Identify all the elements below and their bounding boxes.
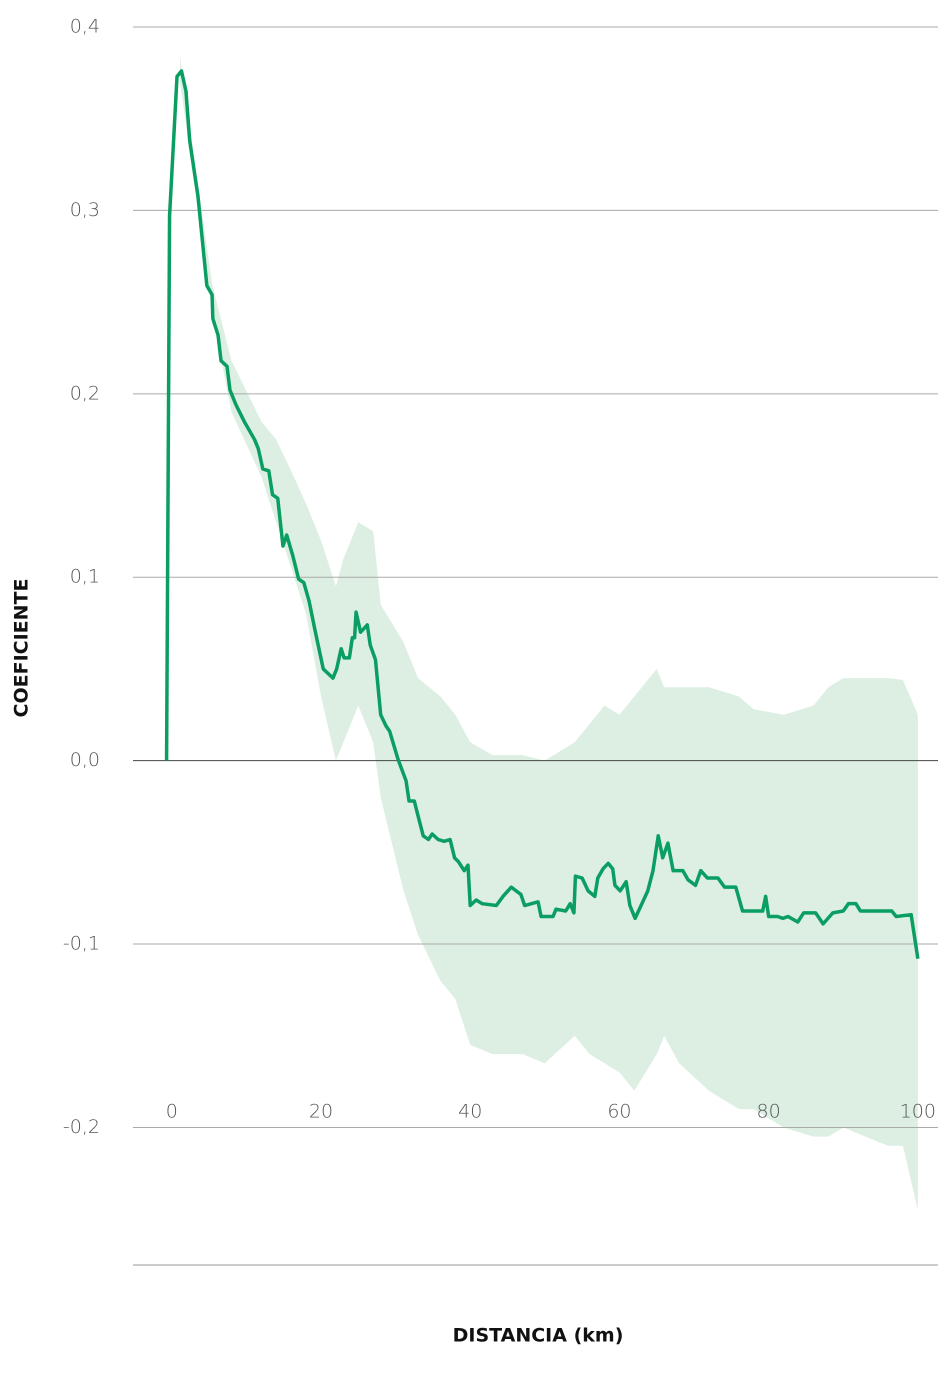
x-tick-label: 0 — [166, 1101, 178, 1123]
x-tick-label: 20 — [309, 1101, 333, 1123]
y-axis-label: COEFICIENTE — [11, 579, 33, 718]
x-tick-label: 80 — [757, 1101, 781, 1123]
x-tick-label: 40 — [458, 1101, 482, 1123]
x-tick-label: 60 — [607, 1101, 631, 1123]
y-tick-label: -0,1 — [63, 933, 100, 955]
line — [164, 69, 920, 959]
y-tick-label: 0,1 — [70, 566, 100, 588]
y-tick-label: 0,0 — [70, 749, 100, 771]
y-tick-label: 0,4 — [70, 16, 100, 38]
y-tick-label: -0,2 — [63, 1116, 100, 1138]
y-tick-label: 0,2 — [70, 382, 100, 404]
x-tick-label: 100 — [900, 1101, 936, 1123]
y-tick-label: 0,3 — [70, 199, 100, 221]
x-axis-label: DISTANCIA (km) — [453, 1325, 624, 1347]
confidence-band — [180, 56, 918, 1210]
